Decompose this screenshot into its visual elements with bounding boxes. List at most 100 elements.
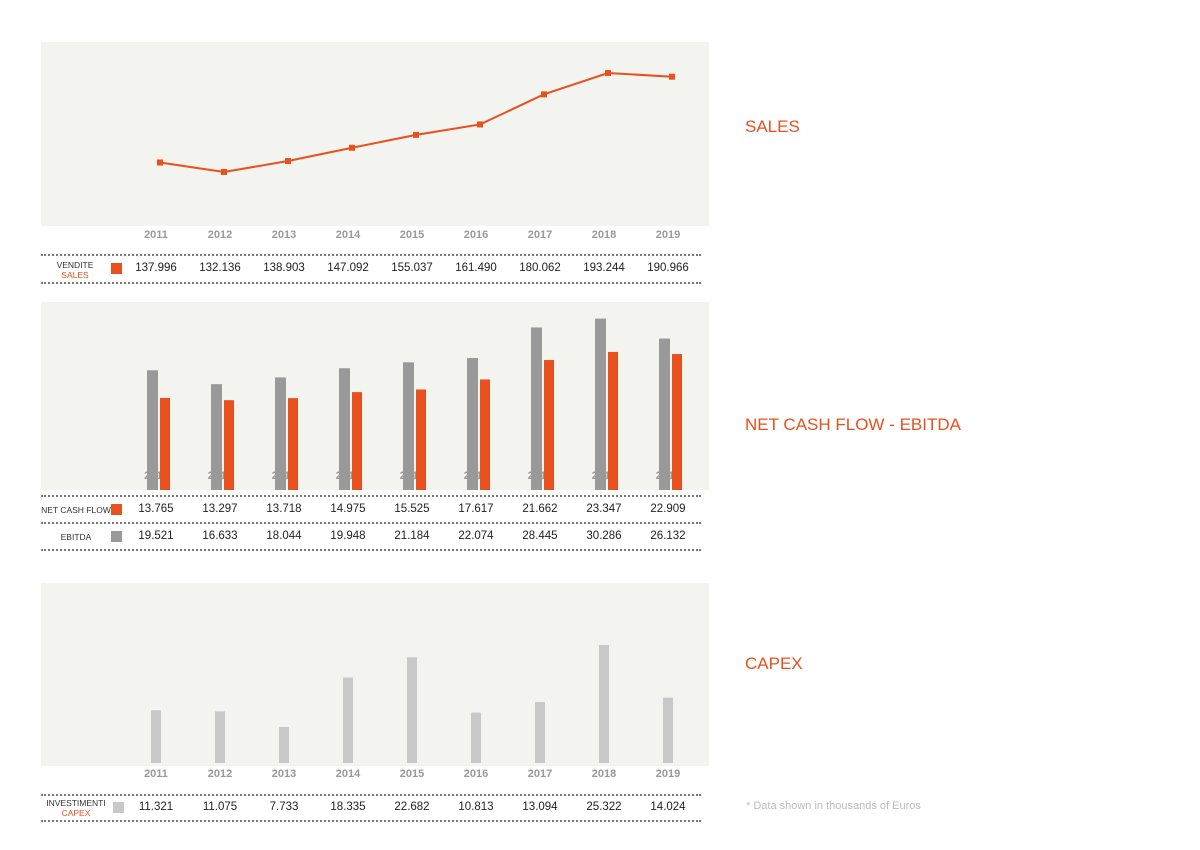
sales-line (159, 71, 673, 174)
year-tick-label: 2011 (144, 768, 168, 780)
year-tick-label: 2013 (272, 768, 296, 780)
ncf-bar (224, 400, 234, 490)
value-cell: 155.037 (391, 262, 433, 274)
ncf-bar (288, 398, 298, 490)
year-tick-label: 2019 (656, 229, 680, 241)
ncf-bar (608, 351, 618, 490)
value-cell: 13.765 (138, 503, 174, 515)
ebitda-bar (595, 318, 606, 490)
year-tick-label: 2017 (528, 229, 552, 241)
value-cell: 23.347 (586, 503, 622, 515)
value-cell: 137.996 (135, 262, 177, 274)
value-cell: 28.445 (522, 530, 558, 542)
footnote: * Data shown in thousands of Euros (746, 800, 921, 812)
sales-row-label: VENDITE SALES (45, 260, 105, 280)
capex-bar (663, 697, 673, 763)
ebitda-bar (467, 358, 478, 490)
label-en: CAPEX (61, 808, 91, 818)
year-tick-label: 2018 (592, 768, 616, 780)
year-tick-label: 2015 (400, 768, 424, 780)
value-cell: 25.322 (586, 801, 622, 813)
capex-bar (343, 677, 353, 763)
divider (41, 282, 701, 284)
sales-title: SALES (745, 117, 800, 136)
value-cell: 180.062 (519, 262, 561, 274)
value-cell: 14.975 (330, 503, 366, 515)
divider (41, 254, 701, 256)
value-cell: 138.903 (263, 262, 305, 274)
divider (41, 522, 701, 524)
value-cell: 15.525 (394, 503, 430, 515)
value-cell: 22.074 (458, 530, 494, 542)
ncf-swatch (111, 504, 122, 515)
value-cell: 13.718 (266, 503, 302, 515)
value-cell: 193.244 (583, 262, 625, 274)
sales-point (349, 144, 355, 151)
year-tick-label: 2013 (272, 229, 296, 241)
divider (41, 495, 701, 497)
value-cell: 30.286 (586, 530, 622, 542)
year-tick-label: 2018 (592, 229, 616, 241)
sales-point (413, 131, 419, 138)
ncf-bar (544, 360, 554, 490)
capex-swatch (113, 802, 124, 813)
capex-row-label: INVESTIMENTI CAPEX (41, 798, 111, 818)
value-cell: 26.132 (650, 530, 686, 542)
capex-bar (535, 701, 545, 763)
ncf-ebitda-title: NET CASH FLOW - EBITDA (745, 415, 961, 434)
ebitda-bar (403, 362, 414, 490)
value-cell: 13.297 (202, 503, 238, 515)
ebitda-bar (211, 384, 222, 490)
ncf-bar (160, 397, 170, 490)
ebitda-bar (531, 327, 542, 490)
ncf-bar (352, 392, 362, 490)
value-cell: 11.075 (202, 801, 238, 813)
sales-point (605, 70, 611, 77)
label-it: VENDITE (56, 260, 94, 270)
ncf-row-label: NET CASH FLOW (41, 505, 111, 515)
ebitda-bar (339, 368, 350, 490)
year-tick-label: 2011 (144, 229, 168, 241)
value-cell: 147.092 (327, 262, 369, 274)
value-cell: 21.184 (394, 530, 430, 542)
value-cell: 16.633 (202, 530, 238, 542)
year-tick-label: 2016 (464, 229, 488, 241)
ebitda-bar (275, 377, 286, 490)
year-tick-label: 2012 (208, 229, 232, 241)
year-tick-label: 2017 (528, 768, 552, 780)
year-tick-label: 2014 (336, 229, 361, 241)
ncf-bar (672, 354, 682, 490)
capex-bar (279, 726, 289, 763)
year-tick-label: 2016 (464, 768, 488, 780)
sales-point (157, 159, 163, 166)
sales-point (221, 169, 227, 175)
divider (41, 794, 701, 796)
year-tick-label: 2019 (656, 768, 680, 780)
value-cell: 22.682 (394, 801, 430, 813)
divider (41, 549, 701, 551)
capex-title: CAPEX (745, 654, 803, 673)
year-tick-label: 2015 (400, 229, 424, 241)
capex-bar (151, 710, 161, 763)
label-it: INVESTIMENTI (46, 798, 106, 808)
sales-swatch (111, 263, 122, 274)
value-cell: 21.662 (522, 503, 558, 515)
sales-point (541, 91, 547, 98)
sales-point (477, 121, 483, 128)
year-tick-label: 2012 (208, 768, 232, 780)
value-cell: 132.136 (199, 262, 241, 274)
capex-bar (471, 712, 481, 763)
value-cell: 19.948 (330, 530, 366, 542)
divider (41, 820, 701, 822)
value-cell: 18.044 (266, 530, 302, 542)
ebitda-swatch (111, 531, 122, 542)
sales-point (285, 158, 291, 165)
value-cell: 11.321 (138, 801, 174, 813)
ebitda-bar (147, 370, 158, 490)
value-cell: 10.813 (458, 801, 494, 813)
ebitda-row-label: EBITDA (60, 532, 92, 542)
sales-chart-panel (41, 42, 709, 226)
value-cell: 14.024 (650, 801, 686, 813)
